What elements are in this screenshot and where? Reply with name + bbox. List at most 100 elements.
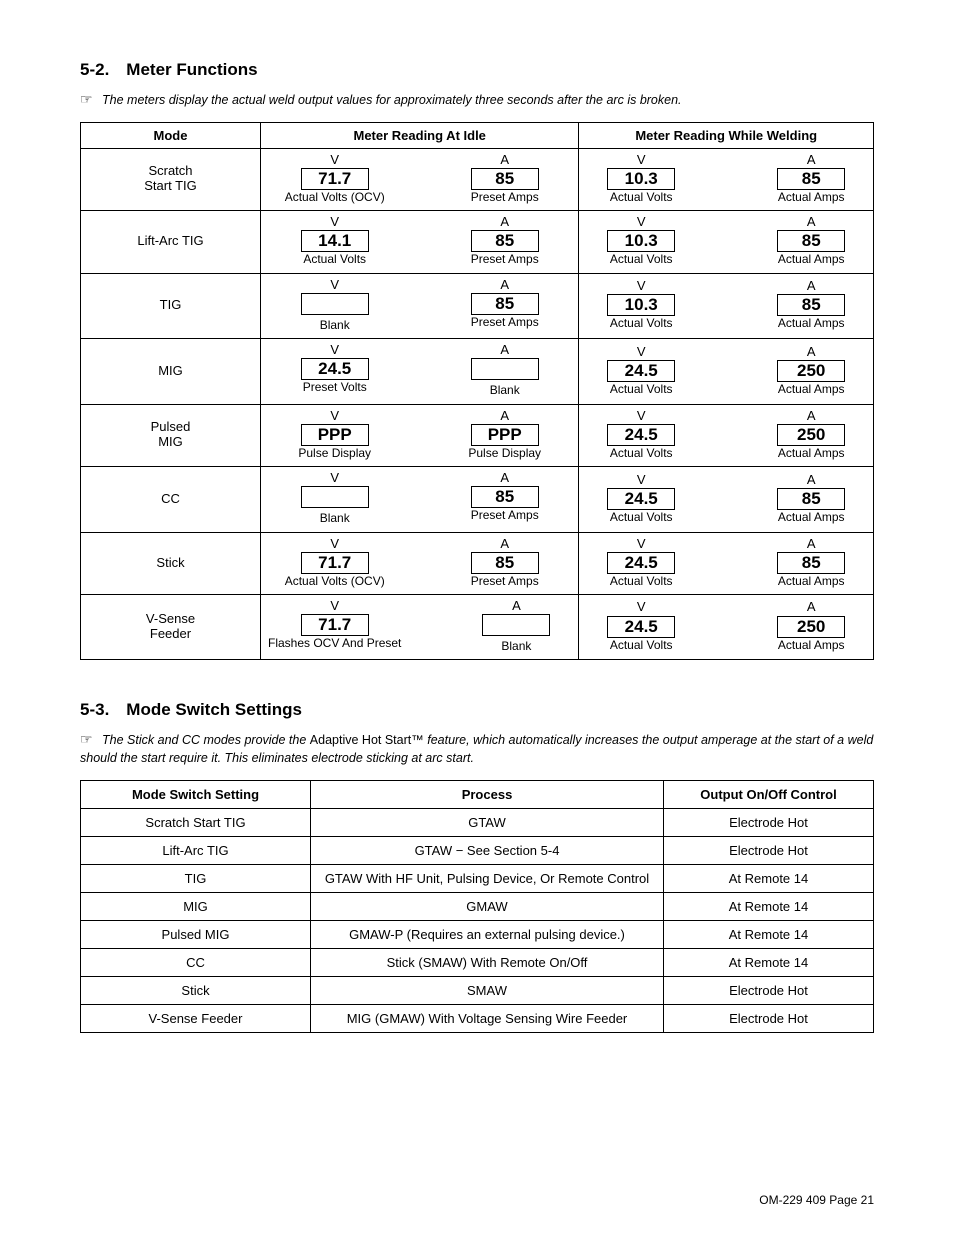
meter-sublabel: Preset Amps bbox=[450, 253, 560, 266]
process-cell: GTAW With HF Unit, Pulsing Device, Or Re… bbox=[311, 864, 664, 892]
unit-label: A bbox=[461, 599, 571, 613]
idle-cell: VPPPPulse Display APPPPulse Display bbox=[261, 404, 579, 466]
meter-value: 71.7 bbox=[301, 552, 369, 574]
control-cell: Electrode Hot bbox=[664, 976, 874, 1004]
meter-block: A85Actual Amps bbox=[756, 215, 866, 266]
section-5-3-heading: 5-3. Mode Switch Settings bbox=[80, 700, 874, 720]
setting-cell: Pulsed MIG bbox=[81, 920, 311, 948]
unit-label: A bbox=[450, 471, 560, 485]
control-cell: Electrode Hot bbox=[664, 1004, 874, 1032]
mode-cell: V-SenseFeeder bbox=[81, 594, 261, 659]
meter-sublabel: Actual Volts bbox=[586, 575, 696, 588]
note-pre: The Stick and CC modes provide the bbox=[102, 733, 310, 747]
meter-block: V71.7Actual Volts (OCV) bbox=[280, 153, 390, 204]
meter-sublabel: Preset Amps bbox=[450, 191, 560, 204]
meter-row: CCVBlankA85Preset AmpsV24.5Actual VoltsA… bbox=[81, 467, 874, 532]
weld-cell: V10.3Actual VoltsA85Actual Amps bbox=[579, 273, 874, 338]
mode-cell: PulsedMIG bbox=[81, 404, 261, 466]
meter-block: V24.5Actual Volts bbox=[586, 345, 696, 396]
meter-value: 71.7 bbox=[301, 168, 369, 190]
unit-label: V bbox=[586, 409, 696, 423]
meter-sublabel: Preset Volts bbox=[280, 381, 390, 394]
meter-value: 24.5 bbox=[607, 424, 675, 446]
meter-block: A85Preset Amps bbox=[450, 215, 560, 266]
switch-row: CCStick (SMAW) With Remote On/OffAt Remo… bbox=[81, 948, 874, 976]
unit-label: V bbox=[586, 600, 696, 614]
meter-block: A85Actual Amps bbox=[756, 537, 866, 588]
meter-value: 24.5 bbox=[607, 616, 675, 638]
col-setting: Mode Switch Setting bbox=[81, 780, 311, 808]
meter-sublabel: Actual Volts bbox=[586, 253, 696, 266]
meter-sublabel: Actual Volts (OCV) bbox=[280, 575, 390, 588]
meter-value bbox=[301, 486, 369, 508]
idle-cell: V24.5Preset Volts ABlank bbox=[261, 339, 579, 404]
setting-cell: Stick bbox=[81, 976, 311, 1004]
meter-sublabel: Actual Volts bbox=[280, 253, 390, 266]
unit-label: V bbox=[280, 409, 390, 423]
meter-block: V10.3Actual Volts bbox=[586, 153, 696, 204]
meter-block: V24.5Actual Volts bbox=[586, 409, 696, 460]
unit-label: A bbox=[756, 279, 866, 293]
setting-cell: MIG bbox=[81, 892, 311, 920]
unit-label: V bbox=[586, 153, 696, 167]
setting-cell: TIG bbox=[81, 864, 311, 892]
meter-row: StickV71.7Actual Volts (OCV)A85Preset Am… bbox=[81, 532, 874, 594]
meter-block: V24.5Actual Volts bbox=[586, 537, 696, 588]
meter-sublabel: Preset Amps bbox=[450, 575, 560, 588]
meter-sublabel: Blank bbox=[461, 640, 571, 653]
unit-label: A bbox=[756, 215, 866, 229]
unit-label: A bbox=[450, 537, 560, 551]
meter-block: V71.7Actual Volts (OCV) bbox=[280, 537, 390, 588]
process-cell: GMAW-P (Requires an external pulsing dev… bbox=[311, 920, 664, 948]
meter-block: A250Actual Amps bbox=[756, 409, 866, 460]
meter-sublabel: Pulse Display bbox=[280, 447, 390, 460]
col-weld: Meter Reading While Welding bbox=[579, 122, 874, 148]
unit-label: V bbox=[280, 215, 390, 229]
switch-row: StickSMAWElectrode Hot bbox=[81, 976, 874, 1004]
unit-label: V bbox=[280, 537, 390, 551]
meter-block: A85Actual Amps bbox=[756, 473, 866, 524]
feature-name: Adaptive Hot Start bbox=[310, 733, 411, 747]
process-cell: GMAW bbox=[311, 892, 664, 920]
meter-block: V24.5Preset Volts bbox=[280, 343, 390, 397]
meter-value bbox=[301, 293, 369, 315]
meter-sublabel: Preset Amps bbox=[450, 509, 560, 522]
meter-block: VBlank bbox=[280, 471, 390, 525]
mode-cell: TIG bbox=[81, 273, 261, 338]
control-cell: At Remote 14 bbox=[664, 892, 874, 920]
meter-block: A Blank bbox=[461, 599, 571, 653]
weld-cell: V24.5Actual VoltsA85Actual Amps bbox=[579, 467, 874, 532]
meter-sublabel: Flashes OCV And Preset bbox=[268, 637, 401, 650]
meter-value: 14.1 bbox=[301, 230, 369, 252]
meter-value: 250 bbox=[777, 424, 845, 446]
meter-block: ABlank bbox=[450, 343, 560, 397]
meter-sublabel: Actual Amps bbox=[756, 639, 866, 652]
meter-sublabel: Actual Amps bbox=[756, 575, 866, 588]
mode-cell: ScratchStart TIG bbox=[81, 148, 261, 210]
meter-value: 85 bbox=[471, 293, 539, 315]
meter-value: PPP bbox=[301, 424, 369, 446]
weld-cell: V10.3Actual VoltsA85Actual Amps bbox=[579, 148, 874, 210]
setting-cell: Lift-Arc TIG bbox=[81, 836, 311, 864]
meter-value: 24.5 bbox=[301, 358, 369, 380]
meter-sublabel: Actual Amps bbox=[756, 447, 866, 460]
meter-block: APPPPulse Display bbox=[450, 409, 560, 460]
unit-label: A bbox=[756, 600, 866, 614]
setting-cell: CC bbox=[81, 948, 311, 976]
idle-cell: V71.7Actual Volts (OCV) A85Preset Amps bbox=[261, 148, 579, 210]
weld-cell: V24.5Actual VoltsA250Actual Amps bbox=[579, 339, 874, 404]
switch-row: MIGGMAWAt Remote 14 bbox=[81, 892, 874, 920]
meter-value: 85 bbox=[471, 168, 539, 190]
mode-cell: MIG bbox=[81, 339, 261, 404]
switch-row: Lift-Arc TIGGTAW − See Section 5-4Electr… bbox=[81, 836, 874, 864]
switch-row: Pulsed MIGGMAW-P (Requires an external p… bbox=[81, 920, 874, 948]
weld-cell: V24.5Actual VoltsA250Actual Amps bbox=[579, 594, 874, 659]
unit-label: A bbox=[756, 153, 866, 167]
unit-label: A bbox=[450, 343, 560, 357]
meter-block: VPPPPulse Display bbox=[280, 409, 390, 460]
control-cell: At Remote 14 bbox=[664, 948, 874, 976]
unit-label: A bbox=[450, 153, 560, 167]
meter-sublabel: Actual Amps bbox=[756, 511, 866, 524]
unit-label: A bbox=[450, 278, 560, 292]
meter-block: A85Preset Amps bbox=[450, 153, 560, 204]
